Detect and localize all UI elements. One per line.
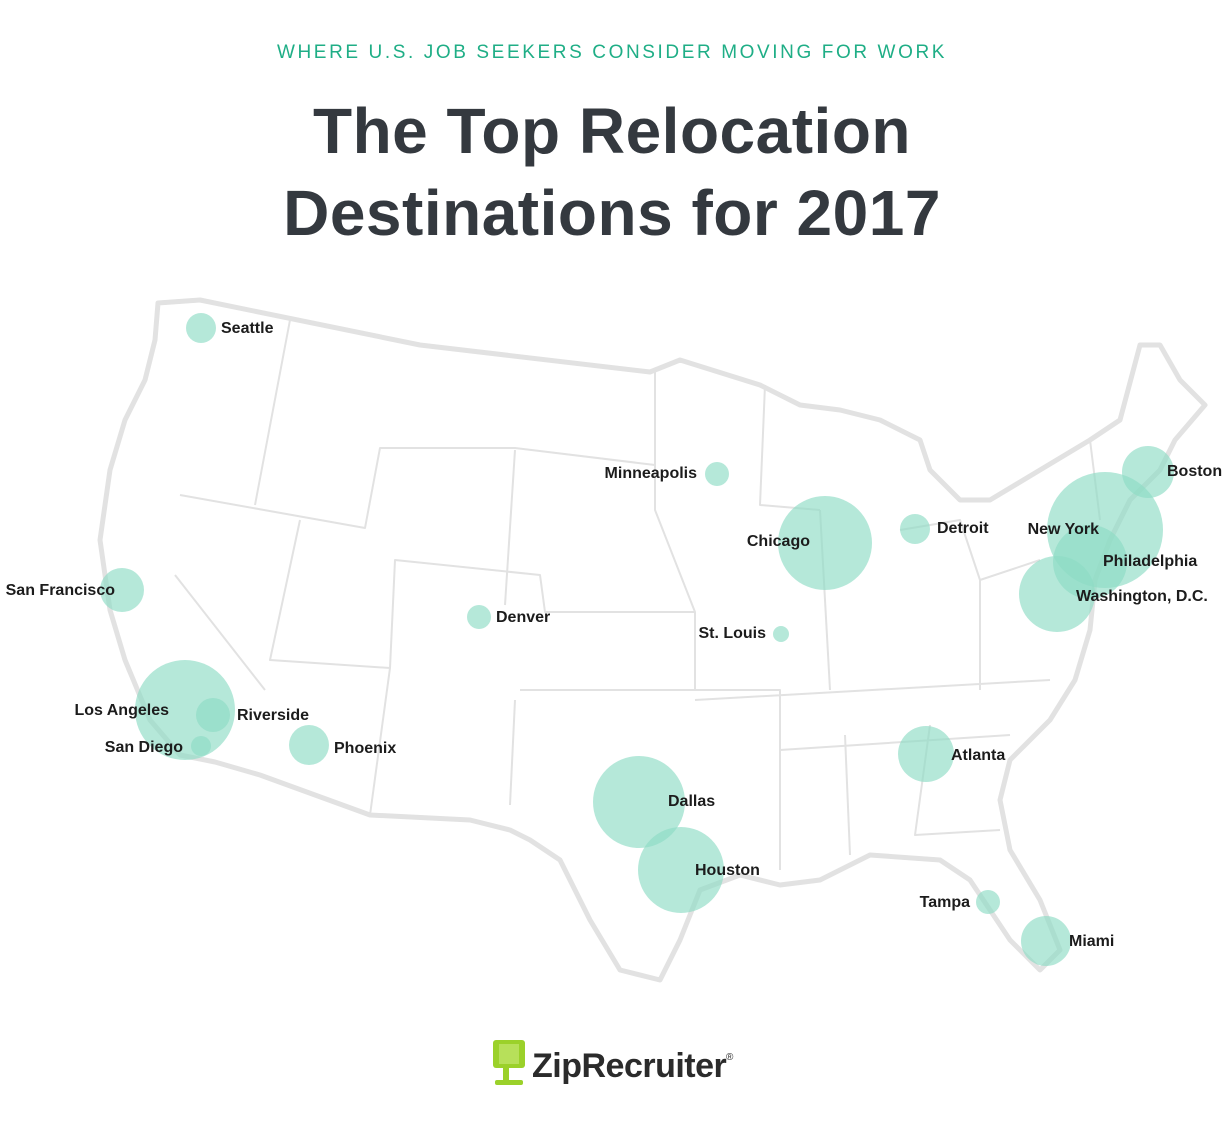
- city-label: Atlanta: [951, 747, 1005, 764]
- logo-chair-seat: [499, 1044, 519, 1064]
- city-bubble: [191, 736, 211, 756]
- title-line: Destinations for 2017: [283, 177, 941, 249]
- city-bubble: [100, 568, 144, 612]
- city-label: Denver: [496, 609, 550, 626]
- logo: [493, 1040, 525, 1085]
- logo-text: ZipRecruiter: [532, 1047, 727, 1085]
- city-bubble: [705, 462, 729, 486]
- city-label: Riverside: [237, 707, 309, 724]
- city-bubble: [778, 496, 872, 590]
- city-label: Los Angeles: [74, 702, 169, 719]
- title-line: The Top Relocation: [313, 95, 911, 167]
- city-label: New York: [1028, 521, 1100, 538]
- city-label: Miami: [1069, 933, 1114, 950]
- city-label: Dallas: [668, 793, 715, 810]
- city-label: Washington, D.C.: [1076, 588, 1208, 605]
- kicker: WHERE U.S. JOB SEEKERS CONSIDER MOVING F…: [277, 42, 947, 63]
- city-label: Seattle: [221, 320, 274, 337]
- city-label: Chicago: [747, 533, 810, 550]
- city-label: San Diego: [105, 739, 183, 756]
- city-bubble: [1019, 556, 1095, 632]
- city-label: Houston: [695, 862, 760, 879]
- city-label: Tampa: [920, 894, 970, 911]
- city-bubble: [773, 626, 789, 642]
- city-label: Minneapolis: [605, 465, 698, 482]
- city-label: Detroit: [937, 520, 989, 537]
- city-bubble: [638, 827, 724, 913]
- city-bubble: [467, 605, 491, 629]
- city-bubbles: [100, 313, 1174, 966]
- city-label: Philadelphia: [1103, 553, 1197, 570]
- city-label: San Francisco: [6, 582, 116, 599]
- city-label: St. Louis: [698, 625, 766, 642]
- city-bubble: [1021, 916, 1071, 966]
- city-bubble: [135, 660, 235, 760]
- city-bubble: [898, 726, 954, 782]
- logo-chair-leg: [503, 1068, 509, 1080]
- city-bubble: [976, 890, 1000, 914]
- city-label: Phoenix: [334, 740, 396, 757]
- city-label: Boston: [1167, 463, 1222, 480]
- city-bubble: [186, 313, 216, 343]
- city-bubble: [900, 514, 930, 544]
- logo-chair-base: [495, 1080, 523, 1085]
- city-bubble: [196, 698, 230, 732]
- city-bubble: [593, 756, 685, 848]
- logo-mark: ®: [726, 1052, 734, 1063]
- city-labels: Seattle Minneapolis Boston New York Detroit C…: [6, 320, 1222, 950]
- state-lines: [174, 319, 1101, 870]
- city-bubble: [289, 725, 329, 765]
